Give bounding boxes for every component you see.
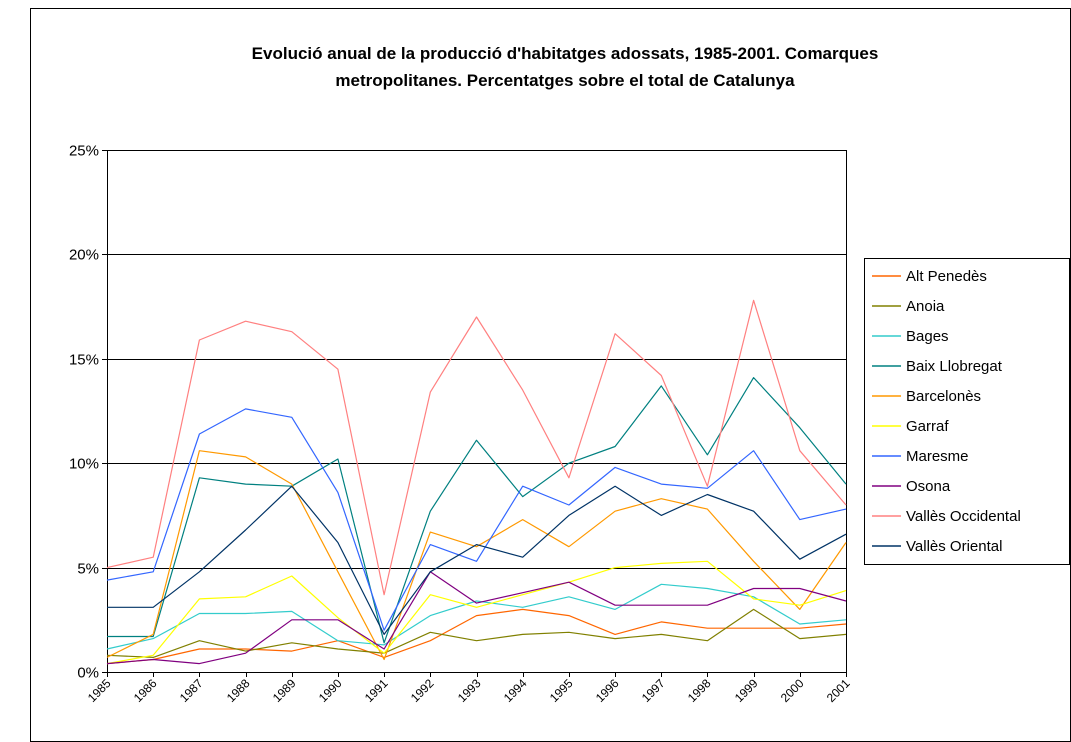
series-line — [107, 485, 847, 636]
legend-label: Vallès Oriental — [906, 538, 1002, 555]
legend-label: Osona — [906, 478, 951, 495]
series-line — [106, 608, 847, 659]
legend-label: Baix Llobregat — [906, 358, 1003, 375]
series-line — [106, 408, 847, 631]
series-line — [106, 608, 847, 665]
chart-title-line-1: Evolució anual de la producció d'habitat… — [252, 44, 879, 63]
legend-label: Maresme — [906, 448, 969, 465]
legend-label: Anoia — [906, 298, 945, 315]
y-axis-ticks: 0% 5% 10% 15% 20% 25% — [69, 143, 107, 682]
series-lines — [106, 299, 847, 665]
legend-label: Barcelonès — [906, 388, 981, 405]
y-tick-label: 15% — [69, 352, 99, 369]
legend-label: Garraf — [906, 418, 949, 435]
series-line — [106, 450, 847, 661]
chart-title-line-2: metropolitanes. Percentatges sobre el to… — [335, 71, 795, 90]
legend-box — [864, 258, 1070, 565]
legend-label: Bages — [906, 328, 949, 345]
y-tick-label: 5% — [77, 561, 99, 578]
series-line — [106, 299, 847, 596]
legend-label: Vallès Occidental — [906, 508, 1021, 525]
y-tick-label: 10% — [69, 456, 99, 473]
y-tick-label: 0% — [77, 665, 99, 682]
y-tick-label: 25% — [69, 143, 99, 160]
series-line — [106, 583, 847, 650]
series-line — [106, 571, 847, 665]
series-line — [107, 377, 847, 644]
series-line — [106, 560, 847, 665]
legend-label: Alt Penedès — [906, 268, 987, 285]
y-tick-label: 20% — [69, 247, 99, 264]
legend: Alt Penedès Anoia Bages Baix Llobregat Barce… — [864, 258, 1070, 565]
